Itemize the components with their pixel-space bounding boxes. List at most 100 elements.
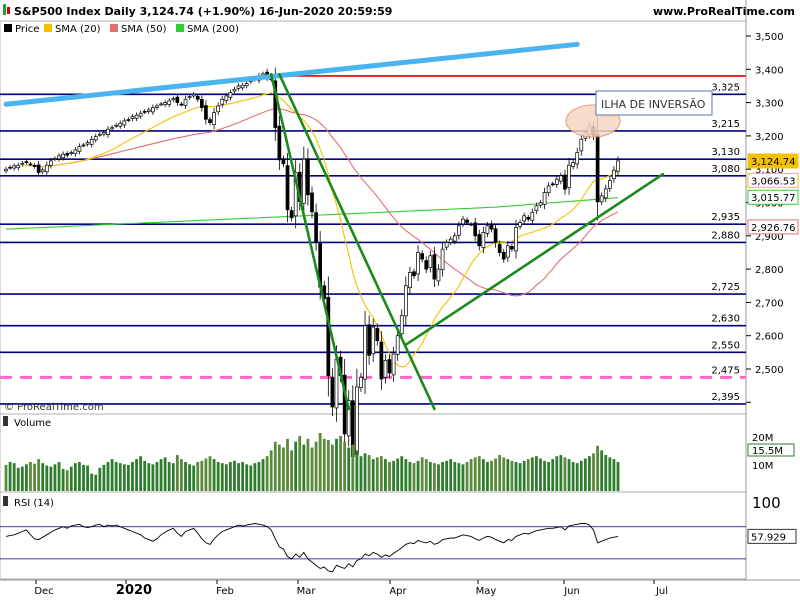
candle — [57, 153, 61, 162]
candle — [367, 315, 371, 365]
candle-body — [559, 175, 563, 182]
candle — [550, 181, 555, 187]
candle-body — [579, 138, 584, 152]
candle-body — [428, 255, 433, 268]
candle-body — [195, 95, 200, 100]
candle — [461, 216, 465, 228]
candle — [208, 116, 212, 126]
candle — [510, 243, 514, 252]
candle — [240, 82, 245, 91]
candle-body — [77, 146, 82, 152]
candle-body — [550, 183, 555, 186]
candle-body — [330, 376, 335, 408]
candle — [448, 236, 453, 246]
candle-body — [142, 111, 147, 113]
legend: Price SMA (20) SMA (50) SMA (200) — [4, 24, 239, 35]
volume-bar — [229, 462, 232, 491]
volume-bar — [445, 460, 449, 491]
level-label-0: 3,325 — [711, 82, 740, 93]
volume-bar — [331, 444, 334, 491]
candle — [191, 91, 196, 99]
volume-bar — [461, 464, 465, 491]
candle-body — [538, 202, 543, 206]
rsi-last-value: 57.929 — [751, 532, 786, 543]
candle-body — [171, 98, 176, 101]
candle — [546, 182, 551, 197]
volume-bar — [41, 463, 45, 491]
volume-bar — [122, 464, 126, 491]
volume-bar — [212, 459, 216, 491]
price-tick-label: 3,100 — [755, 165, 784, 176]
volume-bar — [253, 463, 257, 491]
volume-bar — [33, 463, 36, 491]
candle-body — [505, 245, 510, 258]
badge-box-3 — [747, 219, 799, 235]
time-label-6: Jun — [563, 586, 580, 597]
volume-bar — [498, 455, 502, 491]
volume-bars — [4, 433, 620, 491]
volume-bar — [428, 462, 432, 491]
candle-body — [232, 88, 237, 92]
candle-body — [481, 232, 486, 248]
candle-body — [346, 400, 351, 437]
volume-bar — [494, 458, 497, 491]
volume-bar — [518, 463, 522, 491]
candle-body — [530, 212, 535, 221]
level-label-8: 2,550 — [711, 340, 740, 351]
candle — [232, 86, 237, 94]
volume-bar — [265, 456, 269, 491]
volume-bar — [371, 459, 375, 491]
candle-body — [408, 272, 412, 289]
time-label-0: Dec — [34, 586, 53, 597]
volume-bar — [82, 464, 85, 491]
candle-body — [102, 132, 106, 135]
volume-bar — [261, 459, 265, 491]
volume-bar — [481, 459, 485, 491]
volume-bar — [290, 450, 293, 491]
candle — [24, 159, 29, 165]
volume-bar — [200, 460, 204, 491]
candle — [493, 223, 498, 248]
candle — [8, 165, 12, 170]
candle — [571, 159, 575, 170]
level-label-7: 2,630 — [711, 314, 740, 325]
volume-bar — [171, 463, 175, 491]
candle-body — [616, 160, 620, 172]
volume-bar — [45, 465, 49, 491]
volume-bar — [20, 466, 24, 491]
legend-swatch-2 — [110, 24, 118, 32]
volume-bar — [559, 455, 563, 491]
candle-body — [534, 205, 539, 212]
volume-bar — [539, 458, 542, 491]
volume-bar — [416, 460, 420, 491]
candle — [326, 276, 331, 397]
volume-bar — [302, 444, 306, 491]
volume-bar — [175, 455, 179, 491]
candle — [216, 102, 221, 116]
candle-body — [457, 225, 461, 236]
rsi-line — [0, 523, 746, 573]
time-label-2: Feb — [216, 586, 234, 597]
candle — [432, 246, 437, 287]
sma20-line — [22, 92, 619, 368]
candle-body — [155, 105, 159, 108]
candle — [32, 163, 37, 169]
volume-bar — [216, 462, 220, 491]
site-url[interactable]: www.ProRealTime.com — [653, 5, 795, 18]
candle-body — [240, 84, 245, 89]
candle — [514, 219, 518, 259]
candle — [151, 104, 155, 115]
volume-bar — [596, 445, 599, 491]
candle — [93, 133, 98, 143]
candle-body — [355, 386, 359, 455]
candle — [330, 368, 335, 417]
volume-bar — [457, 463, 461, 491]
volume-bar — [192, 465, 196, 491]
volume-bar — [29, 462, 32, 491]
volume-bar — [551, 459, 555, 491]
candle — [73, 146, 78, 157]
volume-bar — [220, 463, 224, 491]
value-badges: 3,124.74 3,066.53 3,015.77 2,926.76 — [747, 153, 799, 235]
candle — [244, 81, 249, 89]
annotation-box — [595, 90, 713, 116]
